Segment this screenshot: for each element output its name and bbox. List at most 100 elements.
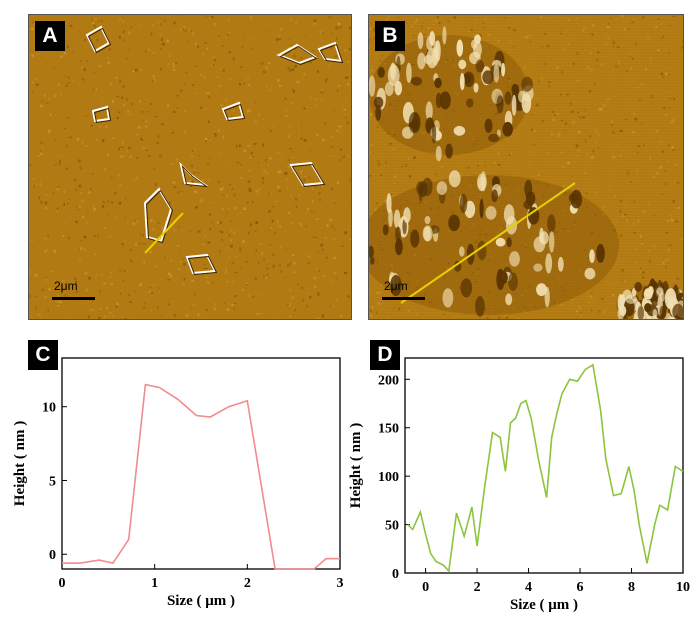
- afm-grain: [296, 205, 297, 208]
- afm-grain: [234, 302, 237, 304]
- x-tick-label: 8: [628, 580, 635, 595]
- afm-grain: [184, 131, 186, 133]
- afm-grain: [288, 166, 290, 168]
- afm-grain: [498, 317, 500, 319]
- afm-grain: [127, 223, 128, 225]
- afm-grain: [102, 98, 103, 100]
- afm-grain: [248, 232, 249, 235]
- afm-grain: [125, 197, 127, 199]
- afm-grain: [304, 73, 306, 76]
- afm-grain: [292, 254, 295, 256]
- afm-grain: [126, 58, 128, 60]
- afm-grain: [57, 208, 59, 211]
- afm-grain: [240, 212, 242, 214]
- afm-grain: [202, 243, 204, 245]
- afm-grain: [170, 163, 173, 165]
- afm-grain: [33, 178, 35, 180]
- afm-grain: [298, 121, 300, 122]
- afm-grain: [398, 308, 401, 311]
- afm-grain: [232, 188, 233, 191]
- afm-grain: [184, 30, 186, 32]
- afm-grain: [219, 230, 221, 232]
- afm-grain: [631, 22, 634, 23]
- afm-grain: [178, 268, 180, 270]
- afm-grain: [66, 145, 67, 148]
- afm-grain: [331, 47, 332, 49]
- afm-grain: [110, 177, 112, 179]
- afm-grain: [194, 150, 196, 151]
- afm-grain: [119, 202, 121, 205]
- afm-grain: [334, 202, 335, 204]
- cluster-ridge: [507, 237, 512, 247]
- plot-frame: [62, 358, 340, 569]
- afm-grain: [195, 43, 197, 44]
- afm-grain: [30, 269, 31, 272]
- afm-grain: [127, 110, 129, 112]
- afm-grain: [119, 36, 121, 39]
- afm-grain: [117, 286, 118, 288]
- cluster-ridge: [656, 287, 663, 296]
- afm-grain: [54, 67, 55, 69]
- afm-grain: [334, 228, 335, 230]
- afm-grain: [218, 39, 219, 41]
- afm-grain: [100, 308, 102, 310]
- afm-grain: [139, 283, 142, 286]
- afm-grain: [197, 45, 199, 48]
- cluster-ridge: [499, 271, 508, 284]
- afm-grain: [200, 107, 202, 110]
- afm-grain: [229, 256, 230, 259]
- afm-grain: [206, 140, 207, 142]
- afm-grain: [160, 23, 162, 25]
- afm-grain: [226, 195, 227, 198]
- afm-grain: [188, 29, 191, 31]
- afm-grain: [73, 51, 74, 53]
- afm-grain: [204, 319, 206, 320]
- afm-grain: [670, 98, 672, 100]
- afm-grain: [669, 107, 671, 108]
- afm-grain: [134, 220, 135, 222]
- scalebar-a: [52, 297, 95, 300]
- afm-grain: [281, 156, 283, 157]
- afm-grain: [595, 142, 597, 143]
- afm-grain: [316, 237, 318, 238]
- afm-grain: [290, 223, 293, 225]
- afm-grain: [296, 133, 297, 134]
- afm-grain: [123, 155, 124, 157]
- x-tick-label: 0: [422, 580, 429, 595]
- afm-grain: [269, 229, 271, 231]
- afm-grain: [82, 216, 84, 218]
- panel-a: A 2μm: [28, 14, 352, 320]
- afm-grain: [85, 273, 88, 275]
- afm-grain: [295, 198, 297, 201]
- cluster-ridge: [475, 296, 485, 317]
- afm-grain: [269, 62, 270, 64]
- afm-grain: [309, 150, 310, 152]
- afm-grain: [219, 35, 220, 37]
- afm-grain: [68, 237, 70, 240]
- cluster-ridge: [445, 144, 453, 159]
- afm-grain: [350, 76, 351, 77]
- afm-grain: [123, 20, 124, 23]
- afm-grain: [35, 78, 38, 79]
- afm-grain: [213, 64, 214, 66]
- afm-grain: [317, 70, 319, 73]
- afm-grain: [638, 145, 641, 147]
- afm-grain: [157, 142, 159, 145]
- afm-grain: [315, 212, 316, 213]
- afm-grain: [172, 132, 174, 133]
- afm-grain: [571, 299, 573, 301]
- cluster-ridge: [476, 60, 485, 73]
- afm-grain: [654, 215, 655, 216]
- afm-grain: [675, 164, 678, 166]
- afm-grain: [116, 303, 118, 306]
- afm-grain: [173, 66, 175, 68]
- afm-grain: [255, 278, 257, 280]
- afm-grain: [157, 307, 158, 309]
- afm-grain: [349, 38, 351, 39]
- afm-grain: [93, 89, 95, 90]
- afm-grain: [663, 107, 666, 109]
- afm-grain: [231, 304, 234, 306]
- afm-grain: [116, 305, 118, 308]
- afm-grain: [332, 33, 333, 35]
- panel-label-a: A: [35, 21, 65, 51]
